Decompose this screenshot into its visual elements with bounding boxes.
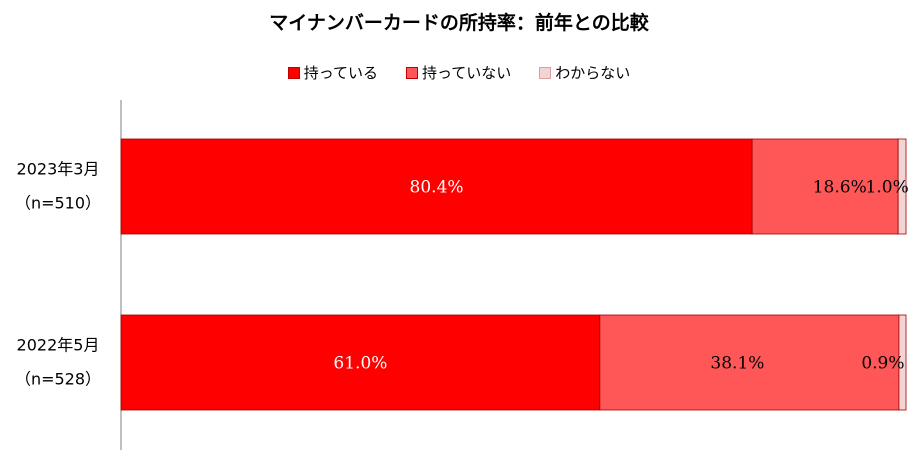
category-label-date: 2022年5月: [17, 336, 100, 355]
bar-segment-have: [120, 138, 753, 235]
legend-item-unknown: わからない: [539, 62, 630, 83]
chart-title: マイナンバーカードの所持率：前年との比較: [269, 12, 649, 34]
data-label-have: 61.0%: [333, 354, 387, 374]
category-label-date: 2023年3月: [17, 160, 100, 179]
legend-label-not-have: 持っていない: [421, 64, 512, 82]
legend-item-not-have: 持っていない: [405, 62, 512, 83]
legend-swatch-not-have: [405, 66, 418, 79]
data-label-have: 80.4%: [410, 178, 464, 198]
data-label-unknown: 0.9%: [861, 354, 904, 374]
legend-label-have: 持っている: [303, 64, 378, 82]
category-label-sample: （n=510）: [15, 194, 101, 213]
bar-segment-unknown: [898, 314, 907, 411]
legend-swatch-unknown: [539, 66, 552, 79]
data-label-not-have: 38.1%: [710, 354, 764, 374]
legend-swatch-have: [287, 66, 300, 79]
legend-label-unknown: わからない: [555, 64, 631, 82]
bar-segment-unknown: [897, 138, 907, 235]
data-label-unknown: 1.0%: [866, 178, 909, 198]
data-label-not-have: 18.6%: [813, 178, 867, 198]
legend: 持っている 持っていない わからない: [0, 62, 918, 83]
category-label-sample: （n=528）: [15, 370, 101, 389]
legend-item-have: 持っている: [287, 62, 378, 83]
bar-segment-not-have: [599, 314, 900, 411]
